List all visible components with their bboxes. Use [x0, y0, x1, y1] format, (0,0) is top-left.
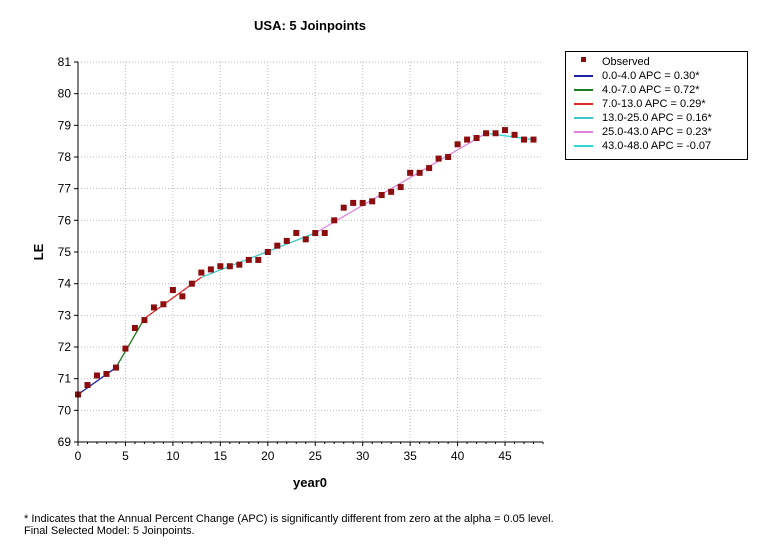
legend-label: 4.0-7.0 APC = 0.72* [602, 84, 700, 96]
legend-label: 25.0-43.0 APC = 0.23* [602, 126, 712, 138]
observed-point [350, 199, 357, 206]
x-tick-label: 35 [403, 449, 417, 463]
observed-point [530, 136, 537, 143]
x-tick-label: 20 [261, 449, 275, 463]
y-tick-label: 73 [58, 308, 72, 322]
y-tick-label: 77 [58, 182, 72, 196]
x-axis-label: year0 [293, 475, 327, 490]
line-swatch-icon [574, 145, 593, 147]
observed-point [312, 230, 319, 236]
observed-point [340, 204, 347, 211]
observed-point [397, 184, 404, 191]
observed-point [492, 130, 499, 137]
y-tick-label: 75 [58, 245, 72, 259]
y-tick-label: 74 [58, 277, 72, 291]
observed-point [141, 317, 148, 324]
observed-point [198, 269, 205, 276]
observed-point [521, 136, 528, 143]
observed-point [302, 236, 309, 243]
y-tick-label: 81 [58, 55, 72, 69]
y-tick-label: 76 [58, 213, 72, 227]
observed-point [473, 135, 480, 141]
observed-point [359, 199, 366, 206]
legend-label: 0.0-4.0 APC = 0.30* [602, 70, 700, 82]
line-swatch-icon [574, 131, 593, 133]
y-tick-label: 70 [58, 403, 72, 417]
observed-point [217, 263, 224, 270]
x-tick-label: 45 [498, 449, 512, 463]
observed-point [369, 198, 376, 205]
observed-point [416, 169, 423, 176]
observed-point [454, 141, 461, 148]
observed-point [435, 155, 442, 162]
observed-point [103, 370, 110, 377]
observed-point [321, 230, 328, 236]
observed-point [331, 217, 338, 224]
observed-point [160, 301, 167, 308]
observed-point [179, 293, 186, 300]
segment-line [201, 232, 316, 278]
observed-point [226, 263, 233, 270]
observed-point [169, 287, 176, 293]
gridlines [77, 61, 543, 443]
observed-point [388, 188, 395, 195]
observed-point [264, 249, 271, 255]
x-tick-label: 40 [451, 449, 465, 463]
legend-label: 7.0-13.0 APC = 0.29* [602, 98, 706, 110]
observed-point [150, 304, 157, 311]
y-axis-label: LE [31, 243, 46, 260]
chart-title: USA: 5 Joinpoints [254, 18, 366, 33]
legend-label: 43.0-48.0 APC = -0.07 [602, 140, 712, 152]
observed-point [122, 345, 129, 352]
segment-line [115, 318, 145, 368]
observed-point [236, 261, 243, 268]
observed-point [378, 192, 385, 198]
line-swatch-icon [574, 103, 593, 105]
y-tick-label: 71 [58, 372, 72, 386]
observed-point [502, 127, 509, 134]
observed-point [84, 382, 91, 388]
y-tick-label: 72 [58, 340, 72, 354]
x-tick-label: 15 [214, 449, 228, 463]
observed-point [293, 230, 300, 236]
legend-label: Observed [602, 56, 650, 68]
observed-point [464, 136, 471, 143]
observed-point [426, 165, 433, 172]
x-tick-label: 0 [75, 449, 82, 463]
x-tick-label: 30 [356, 449, 370, 463]
chart-legend: Observed 0.0-4.0 APC = 0.30* 4.0-7.0 APC… [565, 51, 748, 160]
observed-point [93, 372, 100, 379]
observed-marker-icon [581, 57, 586, 62]
observed-point [245, 256, 252, 263]
observed-point [255, 256, 262, 263]
observed-point [283, 237, 290, 244]
legend-label: 13.0-25.0 APC = 0.16* [602, 112, 712, 124]
footnote-significance: * Indicates that the Annual Percent Chan… [24, 513, 554, 525]
y-tick-label: 79 [58, 118, 72, 132]
observed-point [407, 169, 414, 176]
axes: 69 70 71 72 73 74 75 76 77 78 79 80 81 0 5 10 15 20 25 30 35… [58, 55, 544, 463]
footnote-final-model: Final Selected Model: 5 Joinpoints. [24, 525, 195, 537]
segment-line [314, 132, 487, 234]
observed-point [112, 364, 119, 371]
x-tick-label: 5 [122, 449, 129, 463]
x-tick-label: 25 [309, 449, 323, 463]
y-tick-label: 69 [58, 435, 72, 449]
y-tick-label: 78 [58, 150, 72, 164]
observed-point [511, 131, 518, 138]
line-swatch-icon [574, 75, 593, 77]
observed-point [445, 154, 452, 160]
observed-point [483, 130, 490, 137]
observed-point [274, 242, 281, 249]
observed-point [131, 325, 138, 331]
line-swatch-icon [574, 89, 593, 91]
x-tick-label: 10 [166, 449, 180, 463]
y-tick-label: 80 [58, 87, 72, 101]
observed-point [188, 280, 195, 287]
segment-line [77, 367, 117, 396]
line-swatch-icon [574, 117, 593, 119]
observed-point [207, 266, 214, 273]
